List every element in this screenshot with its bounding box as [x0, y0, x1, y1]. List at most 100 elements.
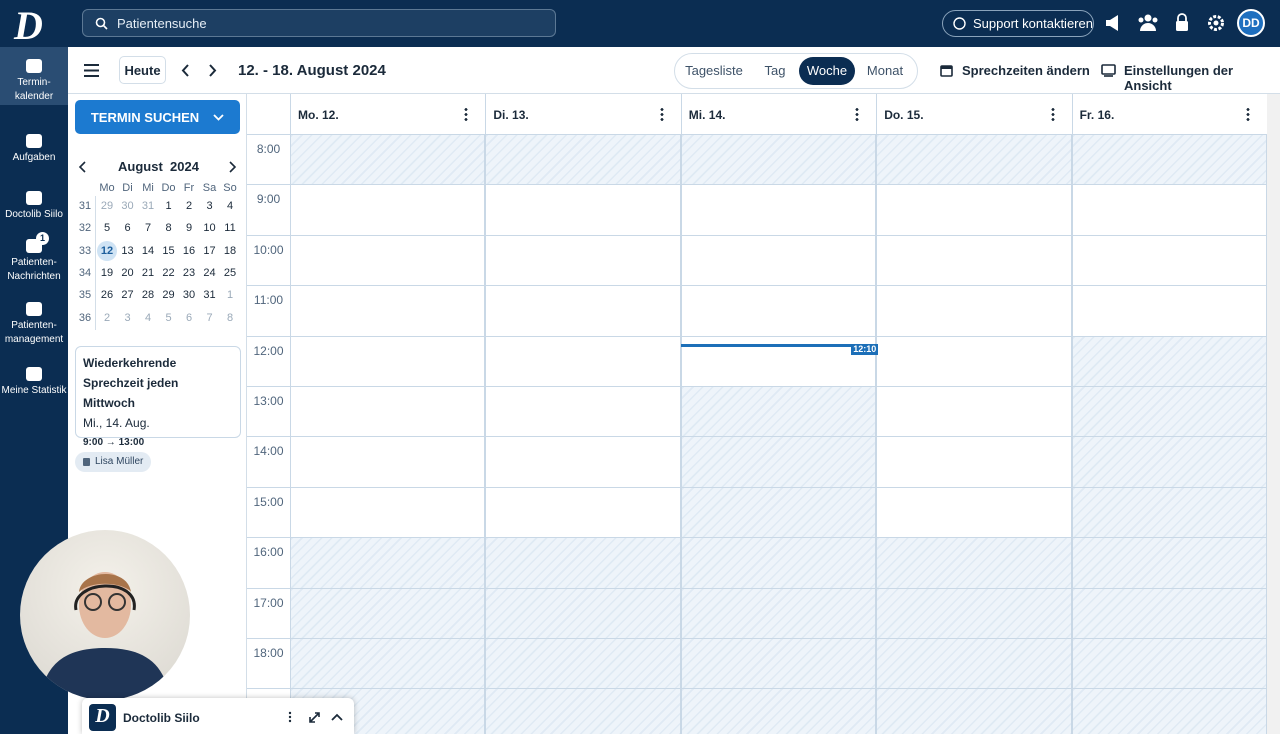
time-slot[interactable] — [680, 588, 877, 639]
day[interactable]: 22 — [162, 266, 175, 279]
day-header[interactable]: Do. 15. — [876, 94, 1071, 135]
time-slot[interactable] — [680, 336, 877, 387]
next-month[interactable] — [229, 161, 237, 173]
day[interactable]: 31 — [141, 200, 155, 212]
day[interactable]: 7 — [206, 311, 213, 324]
day[interactable]: 7 — [144, 222, 152, 235]
view-option[interactable]: Monat — [866, 63, 904, 78]
day[interactable]: 5 — [165, 311, 172, 324]
time-slot[interactable] — [680, 387, 877, 438]
time-slot[interactable] — [485, 336, 681, 387]
day[interactable]: 19 — [100, 266, 114, 279]
time-slot[interactable] — [485, 437, 681, 488]
time-slot[interactable] — [1071, 437, 1267, 488]
day-menu[interactable] — [1245, 107, 1250, 121]
sidebar-item[interactable]: Termin-kalender — [0, 47, 68, 105]
time-slot[interactable] — [290, 235, 486, 287]
time-slot[interactable] — [876, 336, 1072, 387]
siilo-minimize[interactable] — [309, 712, 320, 723]
time-slot[interactable] — [680, 235, 877, 287]
day-header[interactable]: Mi. 14. — [680, 94, 876, 135]
time-slot[interactable] — [1071, 588, 1267, 639]
sidebar-item[interactable]: Doctolib Siilo — [0, 179, 68, 229]
settings-icon[interactable] — [1208, 15, 1224, 31]
time-slot[interactable] — [485, 538, 681, 589]
time-slot[interactable] — [680, 437, 877, 488]
announcement-icon[interactable] — [1106, 15, 1118, 31]
sidebar-item[interactable]: Patienten- Nachrichten 1 — [0, 227, 68, 285]
time-slot[interactable] — [876, 387, 1072, 438]
day[interactable]: 13 — [121, 244, 134, 257]
day[interactable]: 8 — [165, 222, 172, 235]
time-slot[interactable] — [485, 588, 681, 639]
time-slot[interactable] — [485, 639, 681, 690]
day[interactable]: 30 — [121, 200, 134, 212]
time-slot[interactable] — [290, 639, 486, 690]
day[interactable]: 6 — [124, 222, 131, 235]
day[interactable]: 23 — [182, 266, 196, 279]
time-slot[interactable] — [290, 185, 486, 236]
day[interactable]: 12 — [97, 240, 117, 261]
day[interactable]: 15 — [162, 244, 175, 257]
time-slot[interactable] — [680, 689, 877, 734]
day[interactable]: 8 — [226, 311, 234, 324]
scrollbar[interactable] — [1267, 94, 1280, 734]
day[interactable]: 9 — [185, 222, 193, 235]
day[interactable]: 4 — [226, 200, 234, 212]
time-slot[interactable] — [680, 639, 877, 690]
day[interactable]: 21 — [141, 266, 155, 279]
sidebar-item[interactable]: Patienten-management — [0, 290, 68, 348]
time-slot[interactable] — [876, 689, 1072, 734]
time-slot[interactable] — [1071, 538, 1267, 589]
hours-action[interactable]: Sprechzeiten ändern — [962, 63, 1090, 78]
time-slot[interactable] — [876, 185, 1072, 236]
time-slot[interactable] — [485, 487, 681, 539]
day[interactable]: 31 — [203, 289, 216, 302]
time-slot[interactable] — [680, 538, 877, 589]
time-slot[interactable] — [290, 336, 486, 387]
siilo-expand[interactable] — [331, 713, 343, 721]
today-button[interactable]: Heute — [119, 56, 166, 84]
time-slot[interactable] — [290, 487, 486, 539]
support-button[interactable]: Support kontaktieren — [942, 10, 1094, 37]
time-slot[interactable] — [680, 185, 877, 236]
next-arrow[interactable] — [209, 64, 217, 77]
time-slot[interactable] — [1071, 286, 1267, 337]
practitioner-chip[interactable]: Lisa Müller — [75, 452, 152, 472]
view-option[interactable]: Tagesliste — [685, 63, 743, 78]
day[interactable]: 25 — [223, 266, 237, 279]
day[interactable]: 1 — [165, 200, 172, 212]
day[interactable]: 14 — [141, 244, 155, 257]
day-menu[interactable] — [1050, 107, 1055, 121]
time-slot[interactable] — [1071, 235, 1267, 287]
time-slot[interactable] — [485, 135, 681, 186]
prev-month[interactable] — [78, 161, 86, 173]
day-header[interactable]: Fr. 16. — [1071, 94, 1267, 135]
time-slot[interactable] — [485, 185, 681, 236]
time-slot[interactable] — [290, 437, 486, 488]
siilo-title[interactable]: Doctolib Siilo — [123, 711, 200, 725]
time-slot[interactable] — [1071, 487, 1267, 539]
time-slot[interactable] — [876, 487, 1072, 539]
time-slot[interactable] — [876, 538, 1072, 589]
siilo-more[interactable] — [288, 711, 292, 723]
time-slot[interactable] — [290, 588, 486, 639]
day[interactable]: 26 — [100, 289, 114, 302]
search-appointment-button[interactable]: TERMIN SUCHEN — [75, 100, 240, 134]
sidebar-item[interactable]: Meine Statistik — [0, 355, 68, 405]
time-slot[interactable] — [876, 235, 1072, 287]
view-settings-action[interactable]: Einstellungen der Ansicht — [1124, 63, 1234, 93]
avatar[interactable]: DD — [1237, 9, 1265, 37]
time-slot[interactable] — [1071, 135, 1267, 186]
lock-icon[interactable] — [1176, 13, 1188, 31]
day[interactable]: 11 — [224, 222, 236, 235]
day-header[interactable]: Mo. 12. — [290, 94, 485, 135]
day[interactable]: 5 — [103, 222, 111, 235]
video-call[interactable] — [20, 530, 190, 700]
time-slot[interactable] — [485, 286, 681, 337]
search-box[interactable]: Patientensuche — [82, 9, 556, 37]
time-slot[interactable] — [1071, 185, 1267, 236]
day[interactable]: 27 — [121, 289, 134, 302]
day[interactable]: 30 — [182, 289, 196, 302]
time-slot[interactable] — [876, 588, 1072, 639]
